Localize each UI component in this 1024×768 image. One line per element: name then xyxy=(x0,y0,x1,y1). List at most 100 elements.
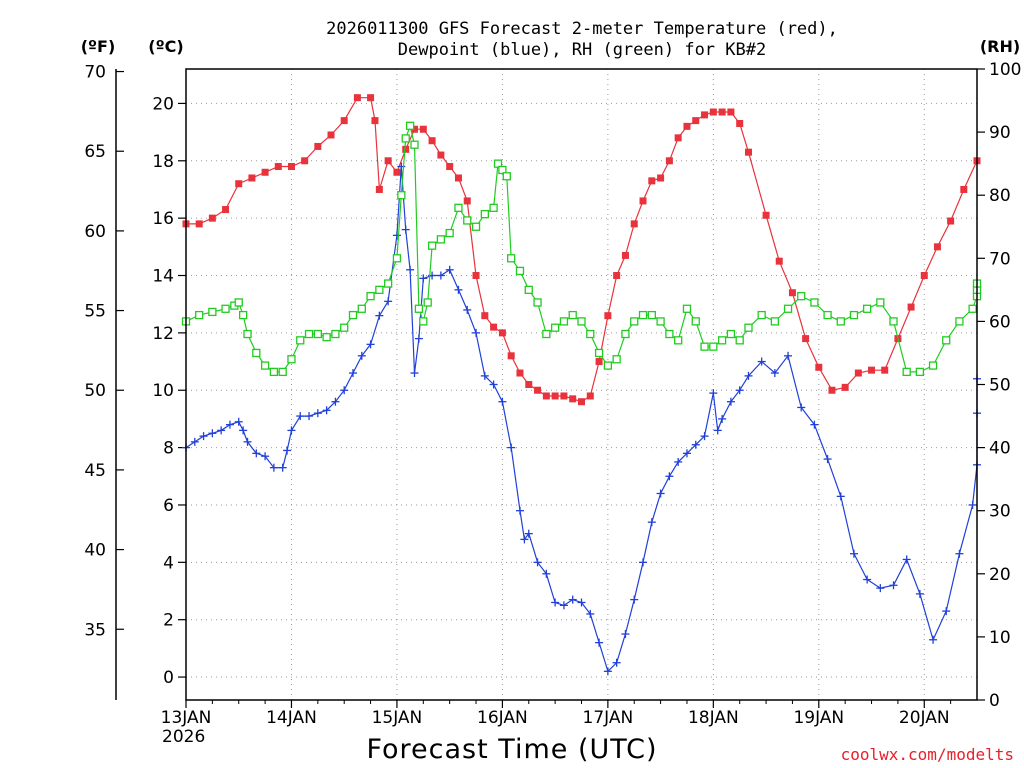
dewpoint-point xyxy=(757,357,766,366)
dewpoint-point xyxy=(366,340,375,349)
dewpoint-point xyxy=(744,371,753,380)
rh-point xyxy=(489,203,498,212)
rh-point xyxy=(313,329,322,339)
temperature-point xyxy=(560,392,568,400)
temperature-point xyxy=(287,163,295,171)
temperature-point xyxy=(248,174,256,182)
dewpoint-point xyxy=(863,575,872,584)
celsius-tick-label: 10 xyxy=(152,381,174,401)
dewpoint-point xyxy=(225,420,234,429)
temperature-point xyxy=(920,272,928,280)
rh-point xyxy=(419,317,428,326)
grid-layer xyxy=(186,69,977,700)
temperature-point xyxy=(195,220,203,228)
dewpoint-point xyxy=(410,369,419,378)
fahrenheit-tick-label: 50 xyxy=(84,381,106,401)
dewpoint-point xyxy=(278,463,287,472)
dewpoint-point xyxy=(533,558,542,567)
dewpoint-point xyxy=(340,386,349,395)
rh-point xyxy=(304,329,314,339)
temperature-point xyxy=(868,366,876,374)
dewpoint-point xyxy=(603,667,612,676)
temperature-point xyxy=(428,137,436,145)
temperature-point xyxy=(788,289,796,297)
temperature-point xyxy=(261,168,269,176)
rh-point xyxy=(493,159,503,168)
rh-point xyxy=(665,329,674,339)
rh-point xyxy=(797,292,806,301)
dewpoint-point xyxy=(515,506,524,515)
temperature-point xyxy=(353,94,361,102)
dewpoint-point xyxy=(322,406,331,415)
rh-point xyxy=(278,367,287,377)
dewpoint-point xyxy=(568,595,577,604)
dewpoint-point xyxy=(770,369,779,378)
fahrenheit-tick-label: 60 xyxy=(84,222,106,242)
rh-point xyxy=(463,216,472,225)
celsius-tick-label: 18 xyxy=(152,152,174,172)
temperature-point xyxy=(881,366,889,374)
temperature-point xyxy=(542,392,550,400)
rh-point xyxy=(621,329,630,339)
rh-tick-label: 60 xyxy=(989,312,1011,332)
dewpoint-point xyxy=(542,569,551,578)
dewpoint-point xyxy=(287,426,296,435)
temperature-point xyxy=(621,251,629,259)
rh-point xyxy=(928,361,938,370)
rh-point xyxy=(550,323,560,332)
temperature-point xyxy=(534,386,542,394)
dewpoint-point xyxy=(784,351,793,360)
dewpoint-point xyxy=(942,607,951,616)
rh-point xyxy=(823,310,832,320)
x-tick-label: 15JAN xyxy=(372,708,423,728)
temperature-point xyxy=(815,363,823,371)
temperature-point xyxy=(481,312,489,320)
rh-point xyxy=(383,279,393,288)
rh-point xyxy=(810,298,819,307)
dewpoint-point xyxy=(955,549,964,558)
rh-point xyxy=(357,304,366,313)
rh-point xyxy=(454,203,463,212)
rh-point xyxy=(392,254,402,263)
celsius-tick-label: 16 xyxy=(152,209,174,229)
temperature-point xyxy=(569,395,577,403)
temperature-point xyxy=(947,217,955,225)
temperature-point xyxy=(648,177,656,185)
rh-point xyxy=(630,317,639,326)
temperature-point xyxy=(933,243,941,251)
dewpoint-point xyxy=(489,380,498,389)
dewpoint-point xyxy=(401,225,410,234)
dewpoint-point xyxy=(559,601,568,610)
temperature-point xyxy=(586,392,594,400)
rh-point xyxy=(836,317,845,326)
rh-tick-label: 10 xyxy=(989,628,1011,648)
rh-point xyxy=(700,342,709,351)
dewpoint-point xyxy=(472,328,481,337)
dewpoint-point xyxy=(726,397,735,406)
temperature-point xyxy=(446,163,454,171)
temperature-point xyxy=(472,272,480,280)
temperature-point xyxy=(907,303,915,311)
temperature-point xyxy=(393,168,401,176)
dewpoint-point xyxy=(915,589,924,598)
rh-point xyxy=(397,191,406,200)
fahrenheit-tick-label: 35 xyxy=(84,620,106,640)
dewpoint-point xyxy=(208,429,217,438)
rh-point xyxy=(252,348,261,358)
dewpoint-point xyxy=(305,412,314,421)
temperature-point xyxy=(674,134,682,142)
dewpoint-point xyxy=(630,595,639,604)
rh-point xyxy=(876,298,885,307)
dewpoint-point xyxy=(419,274,428,283)
temperature-point xyxy=(411,125,419,133)
rh-point xyxy=(559,317,569,326)
rh-point xyxy=(480,209,489,219)
dewpoint-point xyxy=(849,549,858,558)
rh-unit-label: (RH) xyxy=(980,37,1020,56)
temperature-point xyxy=(551,392,559,400)
rh-point xyxy=(195,310,204,320)
rh-point xyxy=(502,172,511,181)
dewpoint-point xyxy=(199,432,208,441)
celsius-tick-label: 0 xyxy=(163,668,174,688)
rh-point xyxy=(691,317,700,326)
